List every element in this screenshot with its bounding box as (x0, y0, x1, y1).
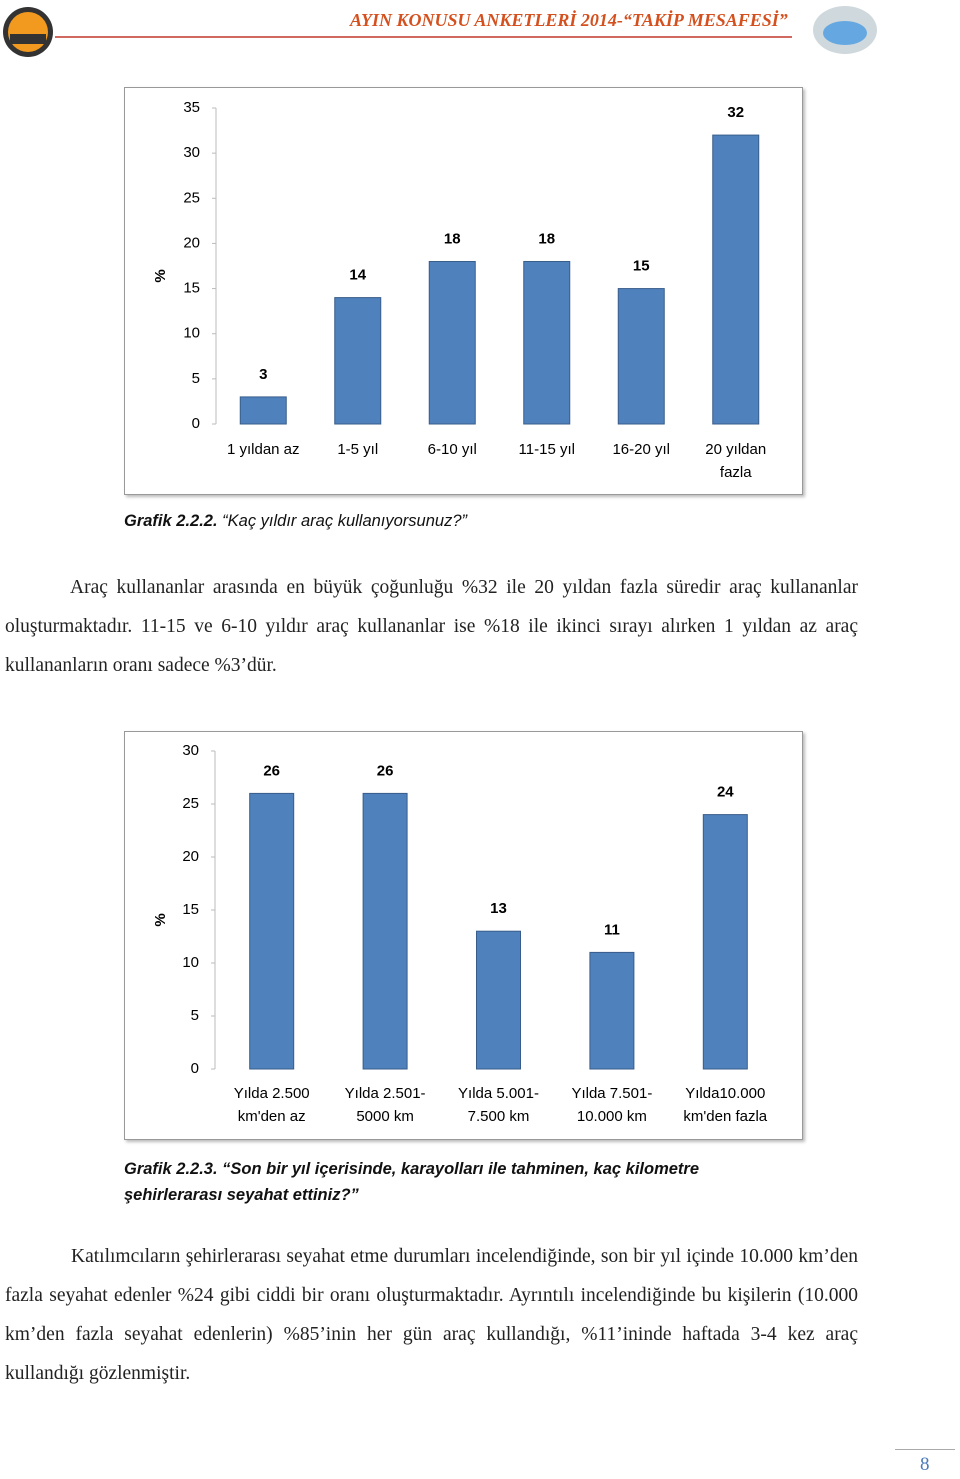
x-tick-label: 20 yıldan fazla (705, 441, 767, 481)
data-label: 26 (263, 762, 280, 779)
y-tick-label: 20 (183, 234, 200, 251)
chart: 0 5 10 15 20 25 30 35% 3 14 18 18 15 32 1 yıldan az 1-5… (124, 87, 803, 495)
bar (249, 792, 295, 1070)
data-label: 18 (444, 230, 461, 247)
caption-text: “Son bir yıl içerisinde, karayolları ile… (124, 1160, 700, 1204)
x-tick-label: 6-10 yıl (427, 441, 477, 458)
data-label: 18 (538, 230, 555, 247)
caption-text: “Kaç yıldır araç kullanıyorsunuz?” (222, 512, 468, 530)
y-tick-label: 30 (182, 742, 199, 759)
bar (239, 396, 287, 425)
bar (476, 930, 521, 1070)
x-tick-label: Yılda10.000 km'den fazla (683, 1085, 768, 1125)
data-label: 3 (259, 366, 267, 383)
chart-svg: 0 5 10 15 20 25 30 35% 3 14 18 18 15 32 (152, 99, 760, 432)
y-tick-label: 15 (183, 280, 200, 297)
y-tick-label: 15 (182, 901, 199, 918)
y-tick-label: 5 (192, 370, 200, 387)
caption: Grafik 2.2.3. “Son bir yıl içerisinde, k… (124, 1156, 774, 1208)
x-tick-label: Yılda 7.501-10.000 km (571, 1085, 653, 1125)
bar (428, 260, 476, 425)
data-label: 15 (633, 258, 650, 275)
x-tick-label: 1 yıldan az (226, 441, 300, 458)
header-graphics (3, 6, 877, 57)
x-tick-label: 11-15 yıl (518, 441, 575, 458)
y-tick-label: 20 (182, 848, 199, 865)
caption: Grafik 2.2.2. “Kaç yıldır araç kullanıyo… (124, 512, 467, 531)
paragraph: Katılımcıların şehirlerarası seyahat etm… (5, 1246, 858, 1384)
data-label: 26 (377, 762, 394, 779)
caption-label: Grafik 2.2.3. (124, 1160, 218, 1178)
y-tick-label: 10 (182, 954, 199, 971)
bar (589, 951, 635, 1070)
data-label: 13 (490, 900, 507, 917)
bar (702, 814, 748, 1070)
caption-label: Grafik 2.2.2. (124, 512, 218, 530)
y-axis-label: % (152, 269, 169, 282)
data-label: 32 (727, 104, 744, 121)
x-tick-label: Yılda 2.501-5000 km (344, 1085, 426, 1125)
y-tick-label: 10 (183, 325, 200, 342)
bar (362, 792, 408, 1070)
x-tick-label: 1-5 yıl (337, 441, 379, 458)
chart: 0 5 10 15 20 25 30% 26 26 13 11 24 Yılda 2.500 km'de… (124, 731, 803, 1140)
paragraph: Araç kullananlar arasında en büyük çoğun… (5, 577, 858, 676)
bar (334, 297, 382, 425)
y-tick-label: 30 (183, 144, 200, 161)
x-tick-label: Yılda 2.500 km'den az (233, 1085, 310, 1125)
bar (617, 288, 665, 425)
bar (523, 260, 571, 425)
y-tick-label: 25 (182, 795, 199, 812)
y-tick-label: 0 (192, 415, 200, 432)
x-tick-label: 16-20 yıl (612, 441, 671, 458)
page-rule (895, 1449, 955, 1450)
y-tick-label: 0 (191, 1060, 199, 1077)
data-label: 11 (604, 921, 620, 938)
chart-svg: 0 5 10 15 20 25 30% 26 26 13 11 24 (152, 742, 748, 1077)
page-number: 8 (920, 1454, 930, 1475)
y-tick-label: 5 (191, 1007, 199, 1024)
y-tick-label: 35 (183, 99, 200, 116)
bar (712, 134, 760, 425)
x-tick-label: Yılda 5.001-7.500 km (458, 1085, 539, 1125)
data-label: 14 (349, 267, 366, 284)
y-tick-label: 25 (183, 189, 200, 206)
header-title: AYIN KONUSU ANKETLERİ 2014-“TAKİP MESAFE… (350, 10, 788, 30)
data-label: 24 (717, 784, 734, 801)
y-axis-label: % (152, 913, 169, 926)
